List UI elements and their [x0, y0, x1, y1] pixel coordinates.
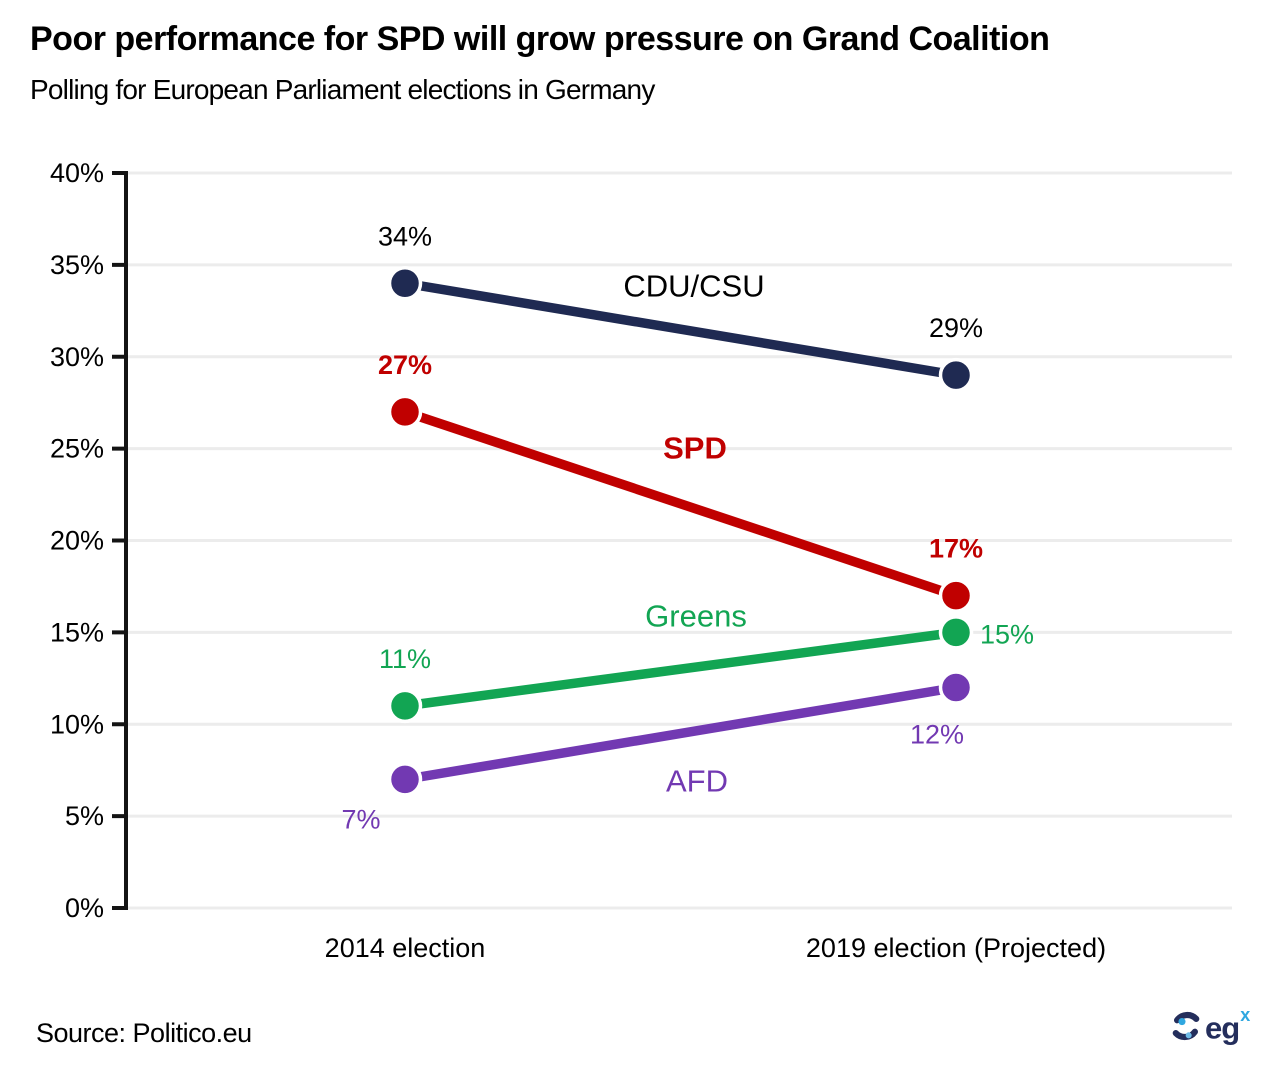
data-point-greens: [387, 688, 423, 724]
series-label-afd: AFD: [666, 764, 728, 799]
data-point-cdu-csu: [938, 357, 974, 393]
y-axis-tick-label: 20%: [50, 526, 104, 556]
egx-logo: egx: [1170, 1006, 1250, 1046]
series-line-greens: [404, 627, 957, 711]
data-label-spd: 17%: [929, 534, 983, 564]
data-label-greens: 11%: [379, 644, 431, 674]
data-label-cdu-csu: 34%: [378, 221, 432, 251]
x-axis-category-label: 2019 election (Projected): [806, 933, 1106, 963]
data-point-afd: [387, 762, 423, 797]
series-label-cdu-csu: CDU/CSU: [623, 269, 764, 304]
data-label-afd: 7%: [341, 804, 380, 834]
data-point-greens: [938, 615, 974, 650]
data-label-spd: 27%: [378, 350, 432, 380]
series-line-afd: [404, 682, 957, 785]
data-label-greens: 15%: [980, 619, 1034, 649]
series-label-greens: Greens: [645, 599, 747, 634]
y-axis-tick-label: 5%: [65, 801, 104, 831]
y-axis-tick-label: 40%: [50, 158, 104, 188]
data-point-afd: [938, 670, 974, 705]
x-axis-category-label: 2014 election: [325, 933, 486, 963]
data-point-spd: [938, 578, 974, 613]
chart-subtitle: Polling for European Parliament election…: [30, 74, 655, 105]
series-line-spd: [403, 407, 958, 601]
logo-text: egx: [1205, 1006, 1250, 1046]
chart-title: Poor performance for SPD will grow press…: [30, 20, 1050, 58]
y-axis-tick-label: 25%: [50, 434, 104, 464]
y-axis-tick-label: 0%: [65, 893, 104, 923]
logo-text-x: x: [1240, 1005, 1250, 1025]
data-point-spd: [387, 394, 423, 430]
y-axis-tick-label: 10%: [50, 709, 104, 739]
y-axis-tick-label: 30%: [50, 342, 104, 372]
egx-logo-icon: [1172, 1011, 1200, 1041]
source-note: Source: Politico.eu: [36, 1018, 252, 1048]
data-point-cdu-csu: [387, 266, 423, 301]
logo-text-eg: eg: [1205, 1010, 1240, 1046]
series-line-cdu-csu: [404, 278, 957, 380]
series-label-spd: SPD: [663, 431, 727, 466]
data-label-cdu-csu: 29%: [929, 313, 983, 343]
data-label-afd: 12%: [910, 720, 964, 750]
y-axis-tick-label: 15%: [50, 617, 104, 647]
y-axis-tick-label: 35%: [50, 250, 104, 280]
